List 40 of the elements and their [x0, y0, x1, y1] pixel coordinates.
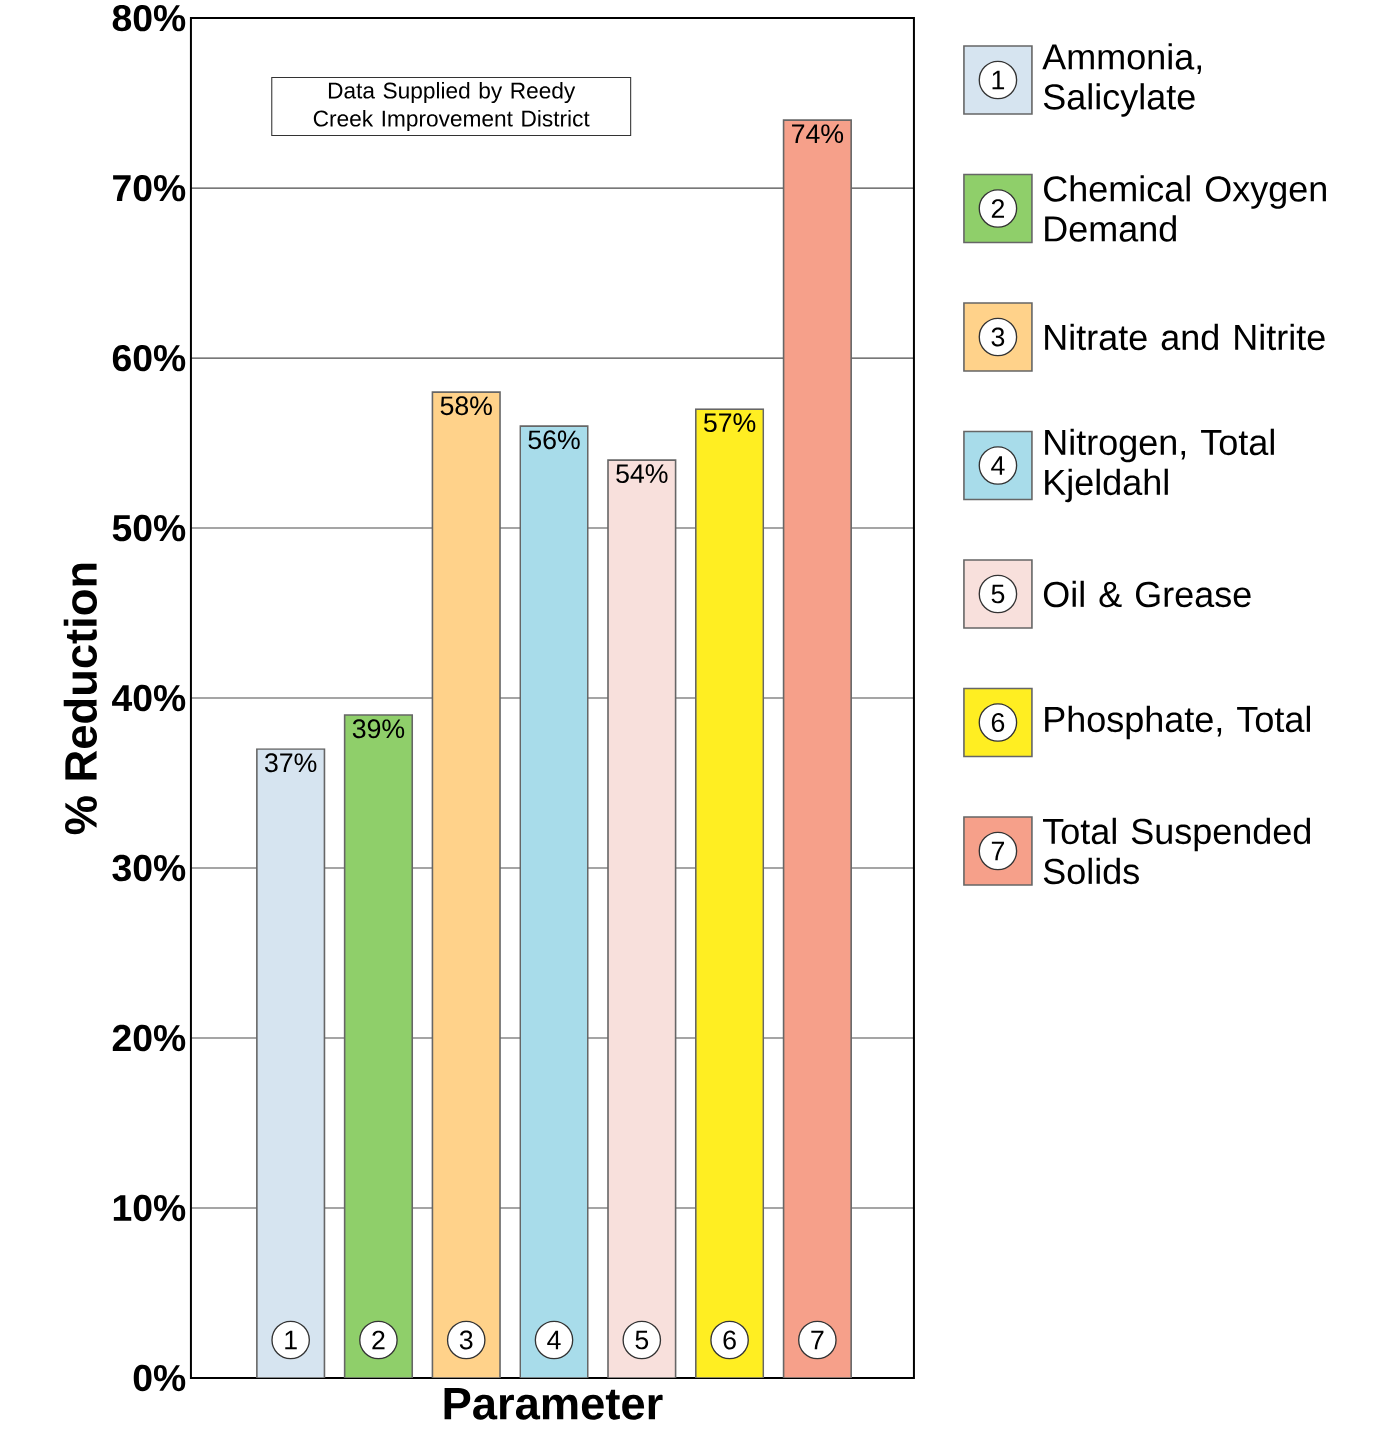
category-label: 4	[991, 456, 1005, 475]
y-tick-label: 60%	[112, 344, 186, 372]
legend-label: Ammonia, Salicylate	[1042, 43, 1202, 117]
x-tick-label: 1	[285, 1330, 297, 1350]
category-label: 2	[991, 199, 1005, 218]
x-tick-label: 2	[372, 1330, 385, 1350]
y-tick-label: 30%	[112, 854, 186, 882]
y-tick-label: 80%	[112, 4, 186, 32]
x-tick-label: 6	[723, 1330, 736, 1350]
category-label: 7	[991, 841, 1005, 861]
data-label: 57%	[703, 413, 756, 433]
x-tick-label: 5	[635, 1330, 649, 1350]
x-axis-title: Parameter	[444, 1388, 663, 1420]
data-label: 56%	[528, 430, 580, 450]
y-tick-label: 70%	[113, 174, 186, 202]
legend-label: Oil & Grease	[1043, 580, 1251, 608]
data-label: 58%	[440, 396, 492, 416]
annotation: Data Supplied by Reedy Creek Improvement District	[313, 81, 590, 132]
category-label: 5	[991, 584, 1005, 604]
y-tick-label: 40%	[112, 684, 186, 712]
y-tick-label: 0%	[133, 1364, 186, 1392]
data-label: 54%	[616, 464, 668, 484]
legend-label: Chemical Oxygen Demand	[1044, 175, 1326, 242]
category-label: 6	[991, 713, 1005, 732]
y-axis-title: % Reduction	[63, 563, 98, 835]
x-tick-label: 3	[459, 1330, 473, 1350]
data-label: 74%	[792, 124, 844, 144]
legend-label: Phosphate, Total	[1045, 705, 1310, 740]
legend-label: Nitrate and Nitrite	[1045, 323, 1325, 351]
y-tick-label: 20%	[112, 1024, 186, 1052]
data-label: 37%	[265, 753, 317, 773]
y-tick-label: 50%	[112, 514, 186, 542]
x-tick-label: 4	[547, 1330, 561, 1350]
category-label: 1	[992, 70, 1005, 90]
legend-label: Total Suspended Solids	[1043, 817, 1311, 885]
data-label: 39%	[352, 719, 405, 739]
x-tick-label: 7	[811, 1330, 824, 1350]
legend-label: Nitrogen, Total Kjeldahl	[1045, 428, 1274, 503]
category-label: 3	[991, 327, 1005, 347]
y-tick-label: 10%	[113, 1194, 186, 1222]
